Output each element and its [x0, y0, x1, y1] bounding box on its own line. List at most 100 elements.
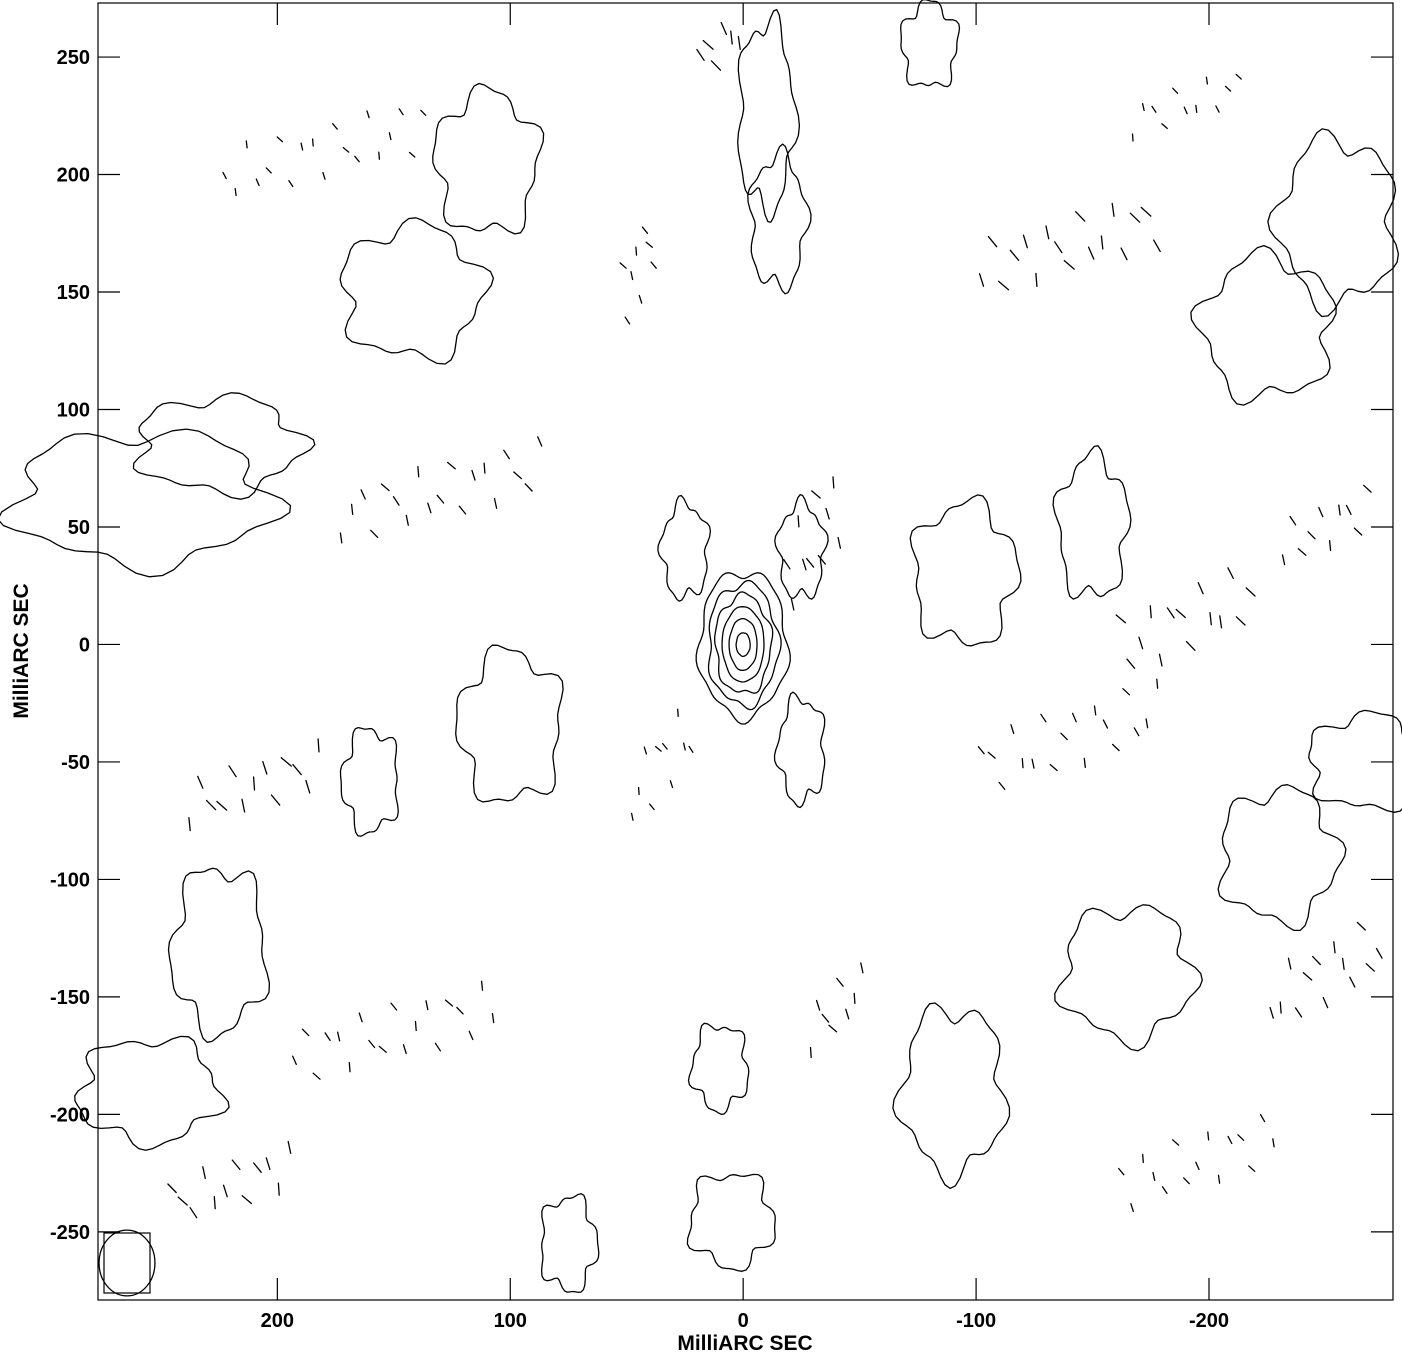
y-tick-label: -50 [61, 752, 90, 774]
negative-contour-dash [1302, 972, 1313, 981]
negative-contour-dash [287, 1140, 292, 1154]
positive-contour [687, 1022, 750, 1115]
y-tick-label: 0 [79, 634, 90, 656]
negative-contour-dash [456, 1006, 464, 1015]
negative-contour-dash [300, 142, 304, 151]
negative-contour-dash [205, 799, 217, 811]
negative-contour-dash [1205, 76, 1209, 85]
y-tick-label: 200 [57, 165, 90, 187]
negative-contour-dash [997, 280, 1010, 291]
negative-contour-dash [1312, 955, 1321, 966]
negative-contour-dash [253, 1162, 262, 1173]
negative-contour-dash [228, 765, 237, 778]
negative-contour-dash [730, 30, 733, 45]
negative-contour-dash [811, 490, 821, 499]
negative-contour-dash [1185, 640, 1196, 651]
positive-contour [1217, 784, 1347, 932]
negative-contour-dash [322, 171, 326, 180]
negative-contour-dash [405, 514, 409, 526]
positive-contour [540, 1193, 600, 1293]
negative-contour-dash [189, 1207, 198, 1219]
negative-contour-dash [1328, 539, 1332, 552]
negative-contour-dash [1102, 719, 1109, 729]
negative-contour-dash [1138, 636, 1144, 650]
y-tick-label: 50 [68, 517, 90, 539]
negative-contour-dash [1307, 531, 1316, 540]
negative-contour-dash [524, 483, 533, 492]
negative-contour-dash [737, 35, 741, 51]
core-contour [707, 579, 782, 711]
negative-contour-dash [414, 1020, 417, 1032]
negative-contour-dash [643, 746, 648, 755]
negative-contour-dash [809, 1046, 812, 1059]
negative-contour-dash [802, 558, 807, 571]
y-axis-title: MilliARC SEC [10, 583, 33, 718]
beam-frame [103, 1232, 151, 1294]
negative-contour-dash [1083, 757, 1086, 769]
negative-contour-dash [1133, 727, 1140, 737]
negative-contour-dash [1207, 1131, 1210, 1141]
negative-contour-dash [1195, 104, 1198, 114]
negative-contour-dash [655, 745, 662, 752]
negative-contour-dash [471, 469, 476, 481]
plot-frame [97, 2, 1394, 1301]
negative-contour-dash [1245, 587, 1256, 597]
negative-contour-dash [1289, 515, 1297, 526]
positive-contour [737, 8, 801, 223]
negative-contour-dash [1217, 1174, 1221, 1184]
negative-contour-dash [480, 980, 484, 991]
negative-contour-dash [280, 757, 292, 767]
negative-contour-dash [1349, 976, 1356, 988]
negative-contour-dash [853, 992, 856, 1005]
negative-contour-dash [1375, 947, 1383, 959]
x-tick-label: -200 [1189, 1310, 1229, 1332]
negative-contour-dash [783, 558, 791, 570]
negative-contour-dash [1237, 1134, 1245, 1141]
negative-contour-dash [265, 167, 272, 174]
negative-contour-dash [332, 123, 338, 130]
negative-contour-dash [1151, 105, 1157, 113]
positive-contour [0, 428, 292, 578]
negative-contour-dash [444, 999, 454, 1007]
positive-contour [74, 1035, 230, 1151]
negative-contour-dash [493, 497, 498, 509]
negative-contour-dash [292, 763, 302, 776]
negative-contour-dash [1060, 732, 1068, 741]
negative-contour-dash [262, 760, 268, 775]
negative-contour-dash [234, 187, 237, 197]
negative-contour-dash [222, 1184, 228, 1198]
negative-contour-dash [1035, 272, 1038, 288]
negative-contour-dash [366, 110, 370, 119]
negative-contour-dash [1363, 484, 1372, 493]
negative-contour-dash [1235, 616, 1246, 626]
negative-contour-dash [1031, 758, 1035, 769]
negative-contour-dash [821, 1013, 830, 1023]
negative-contour-dash [292, 1055, 297, 1066]
negative-contour-dash [188, 817, 191, 832]
y-tick-label: -150 [50, 987, 90, 1009]
negative-contour-dash [378, 1045, 387, 1053]
negative-contour-dash [860, 962, 864, 974]
negative-contour-dash [342, 146, 350, 153]
negative-contour-dash [378, 151, 381, 160]
positive-contour [774, 494, 829, 600]
negative-contour-dash [392, 496, 400, 506]
negative-contour-dash [324, 1032, 331, 1042]
negative-contour-dash [825, 507, 830, 520]
negative-contour-dash [669, 780, 674, 789]
negative-contour-dash [354, 155, 360, 163]
negative-contour-dash [1227, 567, 1235, 580]
negative-contour-dash [1100, 235, 1104, 250]
x-tick-labels: 200 100 0 -100 -200 [261, 1310, 1229, 1332]
negative-contour-dash [677, 708, 679, 717]
negative-contour-dash [288, 180, 294, 188]
negative-contour-dash [1269, 1006, 1274, 1019]
negative-contour-dash [446, 461, 456, 470]
negative-contour-dash [491, 1013, 495, 1024]
negative-contour-dash [537, 436, 543, 447]
positive-contour [167, 867, 271, 1043]
negative-contour-dash [641, 226, 649, 234]
negative-contour-dash [1145, 718, 1149, 729]
negative-contour-dash [513, 471, 523, 480]
x-tick-label: 100 [494, 1310, 527, 1332]
